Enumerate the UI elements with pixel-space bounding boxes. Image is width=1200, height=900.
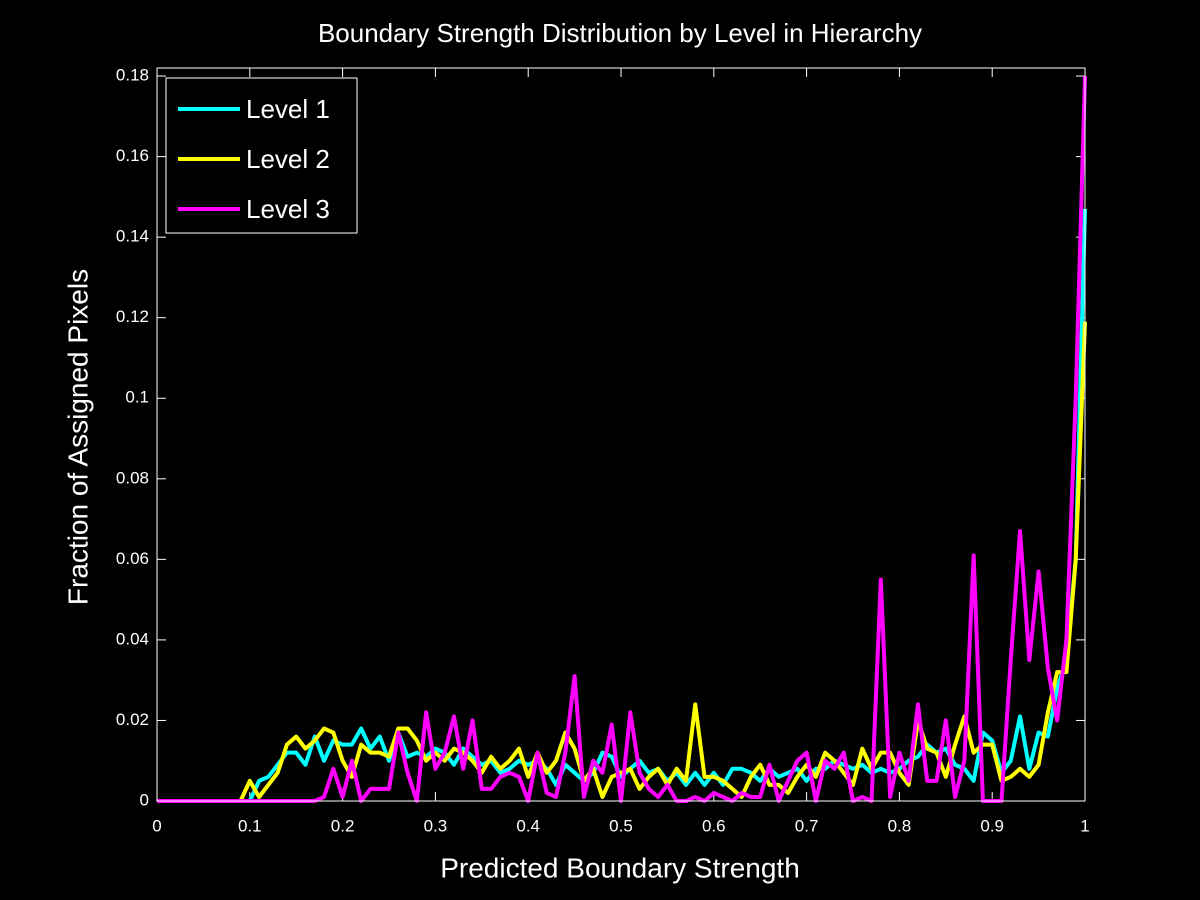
x-tick-label: 0.5 (609, 816, 633, 835)
x-tick-label: 0.4 (516, 816, 540, 835)
legend-label: Level 1 (246, 94, 330, 124)
series-line (157, 321, 1087, 803)
y-tick-label: 0.06 (116, 549, 149, 568)
x-axis-label: Predicted Boundary Strength (440, 852, 800, 883)
x-tick-label: 0.6 (702, 816, 726, 835)
x-tick-label: 0.3 (424, 816, 448, 835)
y-axis-label: Fraction of Assigned Pixels (62, 269, 93, 605)
legend-label: Level 3 (246, 194, 330, 224)
chart-title: Boundary Strength Distribution by Level … (318, 18, 922, 48)
series-line (157, 208, 1087, 803)
x-tick-label: 0.8 (888, 816, 912, 835)
legend-label: Level 2 (246, 144, 330, 174)
y-tick-label: 0.12 (116, 307, 149, 326)
y-tick-label: 0.1 (125, 388, 149, 407)
y-tick-label: 0.08 (116, 468, 149, 487)
y-tick-label: 0.02 (116, 710, 149, 729)
x-tick-label: 0.1 (238, 816, 262, 835)
axes-box (156, 67, 1086, 802)
x-tick-label: 1 (1080, 816, 1089, 835)
x-tick-label: 0.7 (795, 816, 819, 835)
y-tick-label: 0 (140, 790, 149, 809)
x-tick-label: 0.2 (331, 816, 355, 835)
x-tick-label: 0 (152, 816, 161, 835)
y-tick-label: 0.04 (116, 629, 149, 648)
y-tick-label: 0.14 (116, 227, 149, 246)
legend: Level 1 Level 2 Level 3 (165, 77, 358, 234)
y-tick-label: 0.16 (116, 146, 149, 165)
y-tick-label: 0.18 (116, 66, 149, 85)
x-tick-label: 0.9 (980, 816, 1004, 835)
